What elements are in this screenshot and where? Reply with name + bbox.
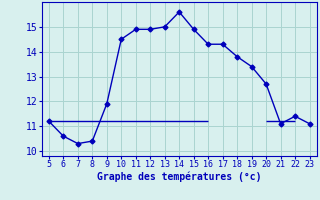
X-axis label: Graphe des températures (°c): Graphe des températures (°c) <box>97 172 261 182</box>
